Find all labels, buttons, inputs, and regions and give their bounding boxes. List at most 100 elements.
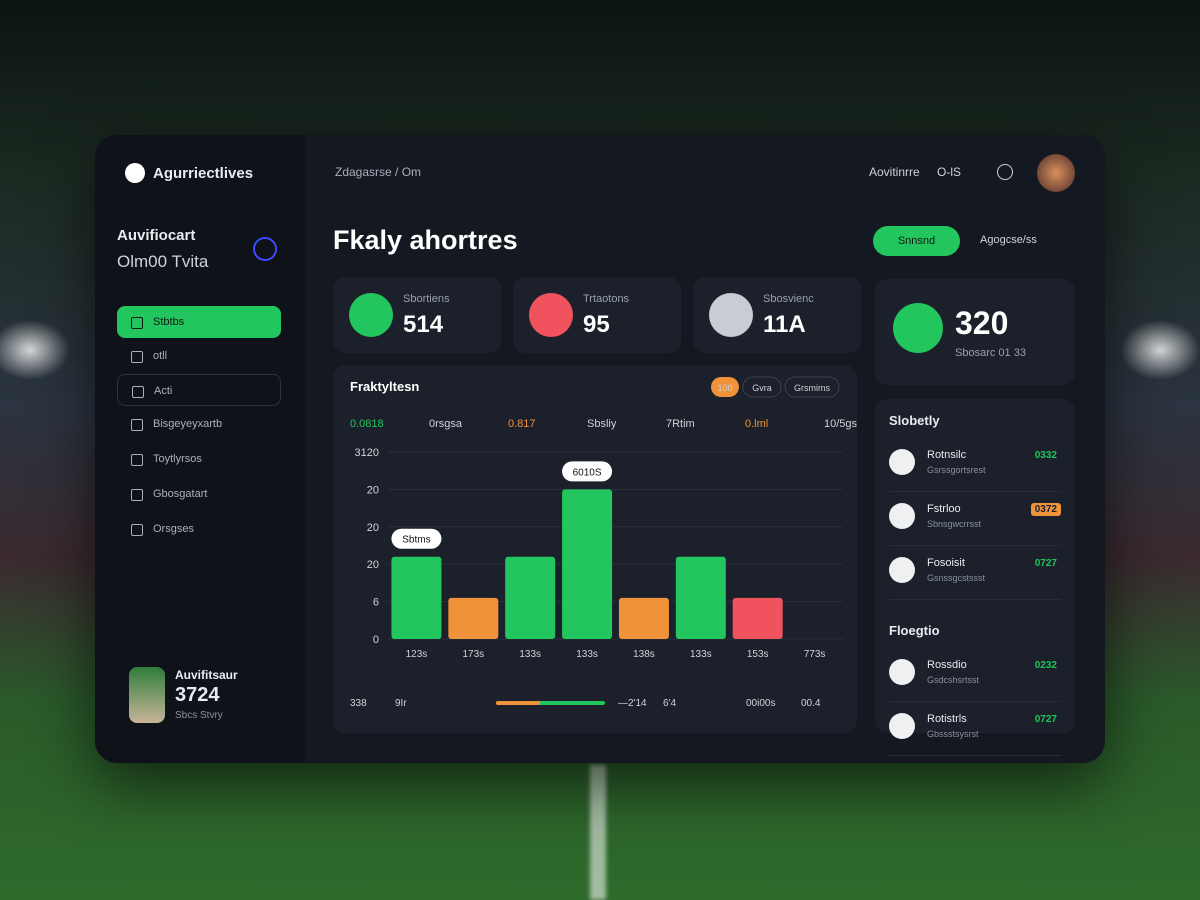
x-tick-label: 133s [690,649,712,660]
stat-card: Trtaotons 95 [513,277,681,353]
footer-item: 00.4 [801,698,821,709]
stat-card: Sbosvienc 11A [693,277,861,353]
x-tick-label: 133s [576,649,598,660]
nav-item[interactable]: Gbosgatart [117,478,281,510]
metric: 7Rtim [666,418,695,430]
bar [505,556,556,639]
metric: 0.817 [508,418,536,430]
bar [448,597,499,639]
chart-tab[interactable]: 100 [711,377,739,397]
footer-item: 00i00s [746,698,775,709]
x-tick-label: 153s [747,649,769,660]
page-title: Fkaly ahortres [333,225,518,255]
item-name: Fstrloo [927,503,961,515]
bar [675,556,726,639]
list-item[interactable]: Rotistrls Gbssstsysrst 0727 [889,703,1061,756]
metric: 0.lml [745,418,768,430]
chart-tab[interactable]: Grsmims [784,376,840,398]
user-name: Auvifitsaur [175,668,238,682]
item-badge: 0232 [1034,660,1057,671]
pitch-line [590,765,606,900]
tab-label: Grsmims [794,383,830,393]
bar [732,597,783,639]
bar-chart: Fraktyltesn 100 Gvra Grsmims 0.0818 0rsgsa 0.8… [350,376,863,709]
stat-icon [529,293,573,337]
user-avatar [129,667,165,723]
breadcrumb[interactable]: Zdagasrse / Om [335,165,422,179]
y-tick-label: 3120 [355,447,379,459]
item-name: Rotnsilc [927,449,967,461]
metric: 0.0818 [350,418,384,430]
bar [562,489,613,639]
bar-note-bg [562,461,613,482]
footer-item: 338 [350,698,367,709]
item-icon [889,659,915,685]
list-item[interactable]: Rotnsilc Gsrssgortsrest 0332 [889,439,1061,492]
nav-item[interactable]: Acti [117,374,281,406]
dropdown[interactable]: Agogcse/ss [980,234,1037,246]
nav-item[interactable]: Toytlyrsos [117,443,281,475]
tab-label: 100 [717,383,732,393]
nav-label: Toytlyrsos [153,453,202,465]
bar-note: Sbtms [402,535,430,546]
y-tick-label: 20 [367,559,379,571]
avatar[interactable] [1037,154,1075,192]
metric: 10/5gsg [824,418,857,430]
list-title: Slobetly [889,413,940,428]
item-icon [889,449,915,475]
profile-subtitle: Olm00 Tvita [117,252,209,271]
footer-item: 6'4 [663,698,676,709]
y-tick-label: 0 [373,634,379,646]
item-sub: Gbssstsysrst [927,729,979,739]
primary-button[interactable]: Snnsnd [873,226,960,256]
chart-tab[interactable]: Gvra [742,376,782,398]
highlight-card: 320 Sbosarc 01 33 [875,279,1075,385]
y-tick-label: 20 [367,484,379,496]
top-toggle[interactable]: O-lS [937,165,961,179]
nav-label: Bisgeyeyxartb [153,418,223,430]
x-tick-label: 773s [804,649,826,660]
item-icon [889,503,915,529]
nav-label: Gbosgatart [153,488,208,500]
item-badge: 0727 [1034,714,1057,725]
stat-label: Sbortiens [403,293,450,305]
chart-card: Fraktyltesn 100 Gvra Grsmims 0.0818 0rsgsa 0.8… [333,365,863,733]
nav-item[interactable]: Bisgeyeyxartb [117,408,281,440]
highlight-value: 320 [955,305,1009,341]
nav-item[interactable]: otll [117,340,281,372]
item-sub: Gsnssgcstssst [927,573,986,583]
metric: 0rsgsa [429,418,463,430]
stat-value: 95 [583,311,610,338]
item-name: Rotistrls [927,713,967,725]
brand-logo [125,163,145,183]
list-title: Floegtio [889,623,940,638]
x-tick-label: 173s [462,649,484,660]
user-value: 3724 [175,684,220,706]
dashboard: Agurriectlives Auvifiocart Olm00 Tvita S… [95,135,1105,763]
list-item[interactable]: Rossdio Gsdcshsrtsst 0232 [889,649,1061,702]
side-lists: Slobetly Rotnsilc Gsrssgortsrest 0332 Fstrlo… [875,399,1075,756]
item-badge: 0727 [1034,558,1057,569]
bar [618,597,669,639]
top-action[interactable]: Aovitinrre [869,165,920,179]
footer-item: 9Ir [395,698,407,709]
x-tick-label: 133s [519,649,541,660]
sidebar: Agurriectlives Auvifiocart Olm00 Tvita S… [95,135,305,763]
profile-ring [253,237,277,261]
list-item[interactable]: Fosoisit Gsnssgcstssst 0727 [889,547,1061,600]
notification-icon[interactable] [997,164,1013,180]
item-badge: 0372 [1030,503,1061,516]
bar [391,556,442,639]
stat-icon [709,293,753,337]
nav-label: Orsgses [153,523,194,535]
highlight-caption: Sbosarc 01 33 [955,347,1026,359]
footer-item: —2'14 [618,698,647,709]
item-sub: Gsdcshsrtsst [927,675,980,685]
list-item[interactable]: Fstrloo Sbnsgwcrrsst 0372 [889,493,1061,546]
bar-note-bg [391,528,442,549]
nav-item[interactable]: Orsgses [117,513,281,545]
nav-item[interactable]: Stbtbs [117,306,281,338]
y-tick-label: 6 [373,597,379,609]
item-icon [889,713,915,739]
item-icon [889,557,915,583]
